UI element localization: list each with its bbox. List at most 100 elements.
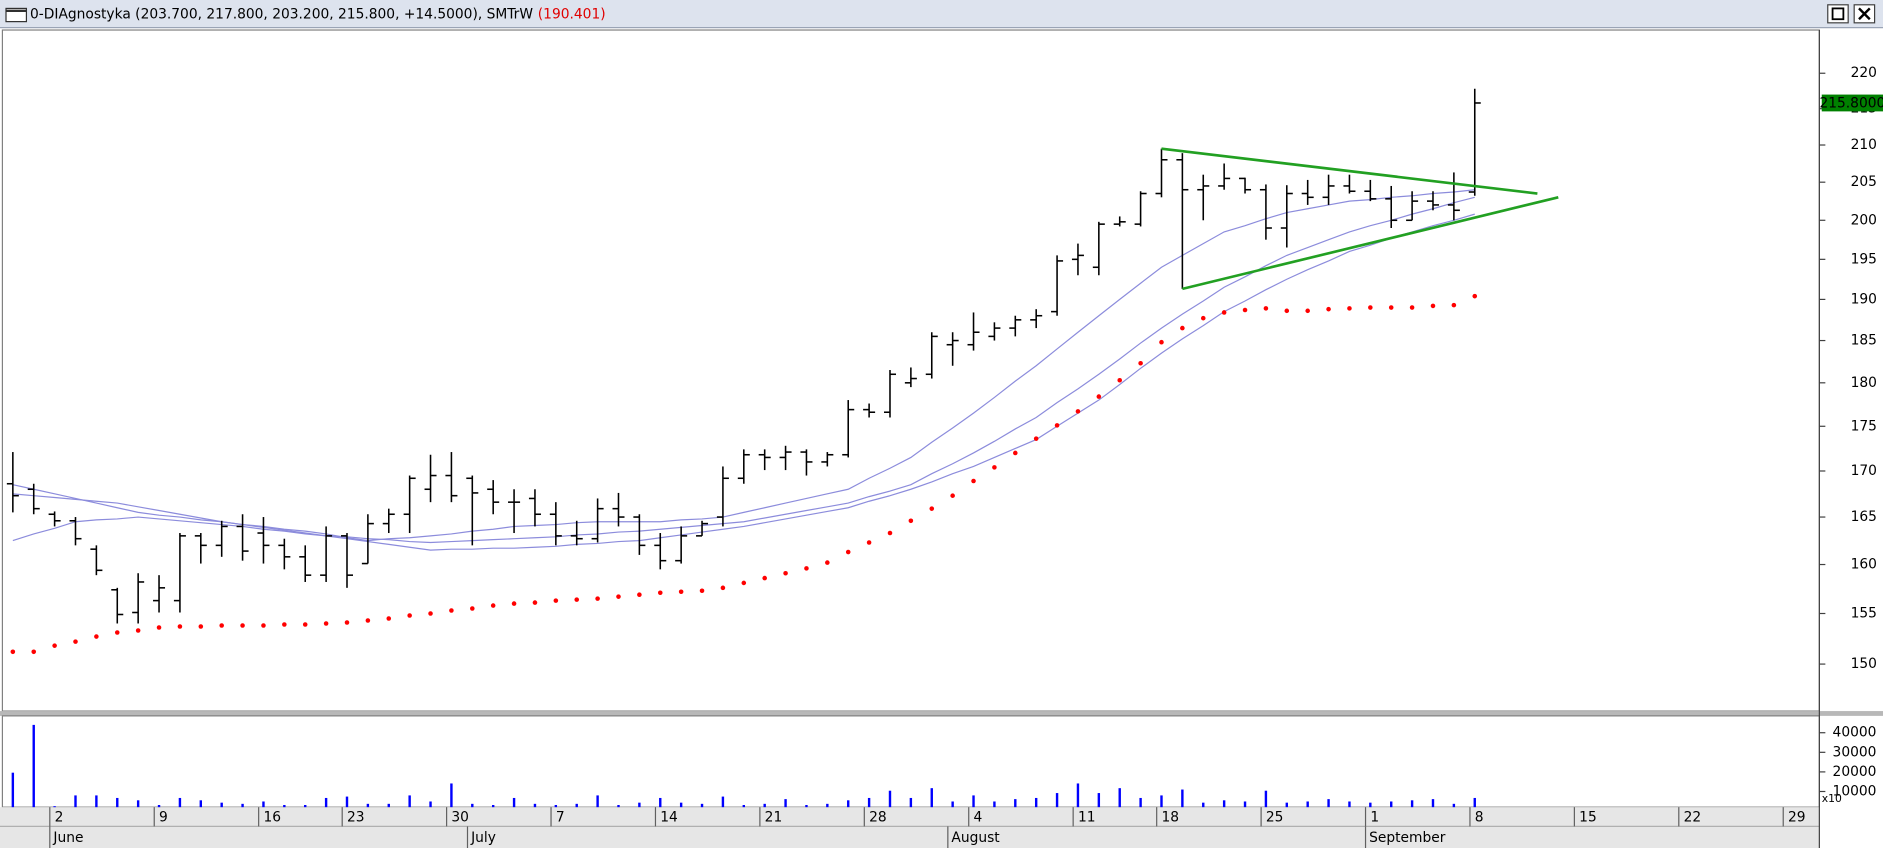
sar-dot [1263,306,1269,311]
volume-bar [847,800,850,808]
sar-dot [720,585,726,591]
sar-dot [532,600,538,605]
sar-dot [10,649,16,655]
title-text: 0-DIAgnostyka (203.700, 217.800, 203.200… [30,6,533,22]
sar-dot [73,639,78,644]
volume-bar [32,724,35,808]
sar-dot [323,621,329,626]
volume-bar [345,796,349,808]
sar-dot [1117,377,1123,383]
sar-dot [1200,315,1206,321]
sar-dot [52,643,57,648]
trend-line [1161,147,1538,195]
volume-bar [1076,783,1080,808]
sar-dot [1075,409,1081,414]
volume-tick-label: 30000 [1833,744,1877,760]
sar-dot [428,611,433,616]
volume-bar [721,796,725,808]
month-label: July [470,830,496,846]
sar-dot [219,623,224,628]
volume-bar [324,797,328,808]
corner [1819,807,1883,848]
volume-tick-label: 10000 [1833,783,1877,799]
last-price-label: 215.8000 [1819,96,1883,112]
sar-dot [1221,310,1227,315]
sar-dot [31,649,37,655]
sar-dot [344,620,350,625]
volume-bar [491,805,495,808]
volume-bar [178,797,182,808]
volume-bar [157,805,161,808]
sar-dot [971,478,976,484]
volume-bar [1055,793,1059,808]
sar-dot [804,566,809,571]
y-tick-label: 185 [1851,333,1877,349]
sar-dot [302,622,308,627]
volume-bar [1202,802,1205,808]
volume-bar [1097,793,1101,808]
volume-tick-label: 40000 [1833,725,1877,741]
sar-dot [1096,394,1102,399]
volume-bar [387,803,390,808]
volume-panel [1,715,1820,808]
volume-bar [1348,801,1351,808]
x-tick-label: 28 [869,809,887,825]
volume-bar [554,805,558,808]
sar-dot [783,570,788,576]
y-tick-label: 170 [1851,463,1877,479]
volume-bar [74,795,77,808]
volume-bar [930,788,933,808]
sar-dot [365,618,371,623]
x-tick-label: 1 [1370,809,1379,825]
sar-dot [1305,308,1310,314]
sar-dot [1388,305,1394,310]
volume-bar [617,805,620,808]
sar-dot [1180,325,1185,331]
volume-bar [1410,800,1414,808]
volume-bar [366,803,370,808]
sar-dot [1472,293,1478,299]
y-tick-label: 160 [1851,557,1877,573]
volume-bar [1285,802,1288,808]
x-tick-label: 2 [55,809,64,825]
sar-dot [908,518,914,524]
chart-title: 0-DIAgnostyka (203.700, 217.800, 203.200… [30,6,606,22]
volume-bar [659,797,662,808]
x-tick-label: 25 [1266,809,1284,825]
volume-bar [1243,801,1247,808]
volume-bar [1181,789,1184,808]
sar-dot [929,506,935,511]
sar-dot [950,493,955,498]
y-tick-label: 220 [1851,65,1877,81]
volume-bar [136,800,140,808]
volume-bar [993,801,996,808]
maximize-icon [1831,7,1845,21]
trend-line [1182,196,1559,291]
sar-dot [198,624,204,629]
sar-dot [407,613,412,618]
sar-dot [1326,306,1331,312]
sar-dot [699,588,705,594]
indicator-value: (190.401) [538,6,606,22]
sar-dot [845,549,851,555]
volume-bar [763,803,766,808]
y-tick-label: 180 [1851,375,1877,391]
volume-bar [867,797,871,808]
volume-bar [700,803,704,808]
y-tick-label: 155 [1851,605,1877,621]
y-tick-label: 150 [1851,656,1877,672]
y-tick-label: 200 [1851,212,1877,228]
volume-bar [575,803,578,808]
sar-dot [1347,306,1352,311]
volume-bar [1160,795,1163,808]
volume-bar [533,803,537,808]
sar-dot [1284,308,1290,314]
x-tick-label: 15 [1579,809,1597,825]
title-bar [0,0,1883,28]
volume-bar [471,803,474,808]
x-tick-label: 21 [765,809,783,825]
x-tick-label: 22 [1684,809,1702,825]
x-tick-label: 4 [974,809,983,825]
sar-dot [261,623,266,628]
volume-bar [53,806,56,808]
